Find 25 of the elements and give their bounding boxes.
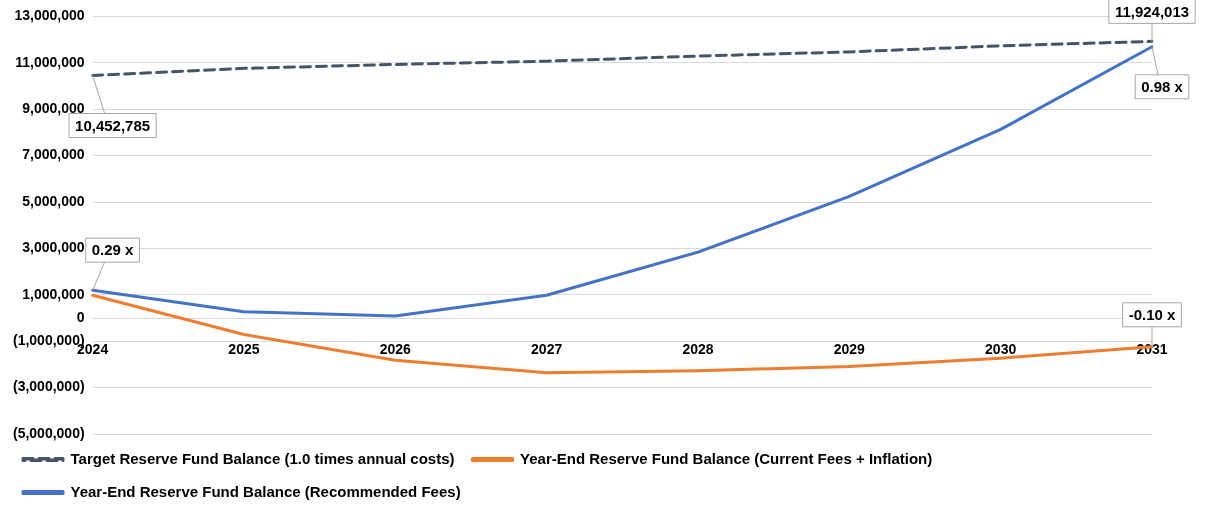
- y-tick-label: (3,000,000): [13, 378, 85, 395]
- y-tick-label: 5,000,000: [22, 192, 85, 209]
- y-tick-label: 9,000,000: [22, 100, 85, 117]
- y-tick-label: 13,000,000: [14, 7, 85, 24]
- x-tick-label: 2029: [833, 341, 866, 358]
- annotation: 0.98 x: [1141, 77, 1184, 95]
- annotation: 10,452,785: [75, 116, 151, 134]
- x-tick-label: 2026: [379, 341, 412, 358]
- y-tick-label: 3,000,000: [22, 239, 85, 256]
- annotation: 11,924,013: [1114, 2, 1190, 20]
- y-tick-label: 0: [76, 308, 85, 325]
- annotation: -0.10 x: [1128, 305, 1177, 323]
- y-tick-label: 11,000,000: [15, 53, 85, 70]
- x-tick-label: 2030: [985, 341, 1017, 358]
- y-tick-label: 7,000,000: [22, 146, 85, 163]
- y-tick-label: (5,000,000): [13, 424, 85, 441]
- x-tick-label: 2028: [682, 341, 714, 358]
- y-tick-label: 1,000,000: [22, 285, 85, 302]
- line-series: [91, 39, 1154, 77]
- x-tick-label: 2025: [228, 341, 260, 358]
- annotation: 0.29 x: [91, 241, 135, 259]
- legend-label: Year-End Reserve Fund Balance (Recommended Fees): [70, 482, 461, 500]
- legend-label: Target Reserve Fund Balance (1.0 times annual costs): [70, 449, 455, 467]
- legend-label: Year-End Reserve Fund Balance (Current Fees + Inflation): [520, 449, 933, 467]
- x-tick-label: 2027: [531, 341, 563, 358]
